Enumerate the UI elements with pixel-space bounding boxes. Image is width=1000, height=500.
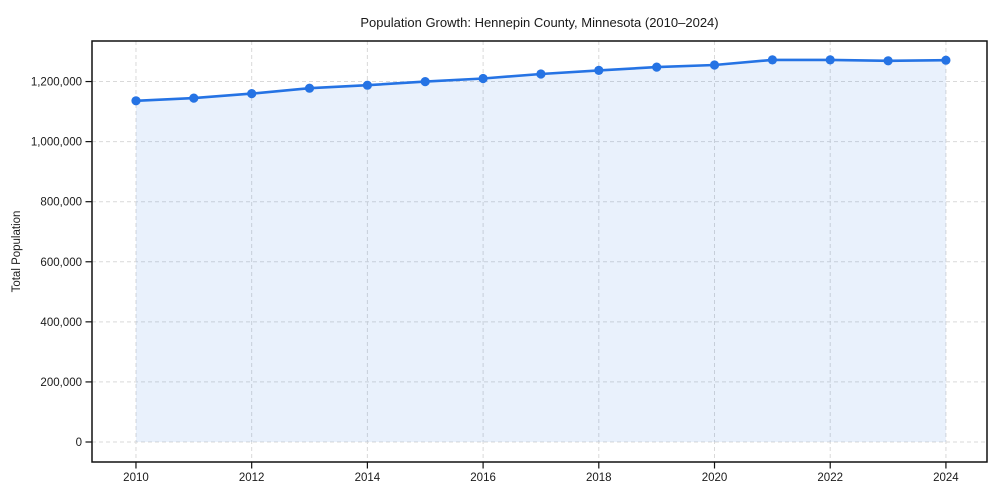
y-tick-label: 0: [76, 437, 82, 449]
y-tick-label: 200,000: [40, 377, 82, 389]
data-point: [709, 60, 720, 70]
plot-border: [91, 40, 988, 463]
x-tick-label: 2012: [239, 472, 265, 484]
chart-title: Population Growth: Hennepin County, Minn…: [360, 15, 718, 30]
data-point: [941, 55, 951, 65]
data-point: [304, 83, 315, 93]
grid-layer: [92, 41, 987, 462]
x-tick-label: 2014: [355, 472, 381, 484]
data-point: [362, 80, 372, 90]
data-point: [478, 73, 488, 84]
data-point: [247, 89, 257, 99]
x-tick-label: 2016: [470, 472, 496, 484]
x-tick-label: 2024: [933, 472, 959, 484]
axis-layer: 0 200,000 400,000 600,000 800,000 1,000,000 1,…: [31, 77, 959, 484]
x-tick-label: 2020: [702, 472, 728, 484]
data-point: [883, 56, 893, 66]
y-tick-label: 400,000: [40, 317, 82, 329]
x-tick-label: 2022: [817, 472, 843, 484]
data-point: [652, 62, 662, 72]
marker-layer: [131, 55, 951, 106]
x-tick-label: 2010: [123, 472, 149, 484]
data-point: [594, 65, 604, 75]
data-point: [536, 69, 546, 79]
data-point: [767, 55, 778, 65]
data-point: [189, 93, 199, 103]
y-tick-label: 1,000,000: [31, 137, 82, 149]
y-axis-title: Total Population: [11, 211, 23, 293]
area-layer: [136, 59, 946, 443]
data-point: [131, 96, 141, 106]
data-point: [825, 55, 835, 65]
y-tick-label: 800,000: [40, 197, 82, 209]
x-tick-label: 2018: [586, 472, 612, 484]
y-tick-label: 1,200,000: [31, 77, 82, 89]
data-point: [420, 77, 430, 87]
y-tick-label: 600,000: [40, 257, 82, 269]
series-area: [136, 59, 946, 443]
